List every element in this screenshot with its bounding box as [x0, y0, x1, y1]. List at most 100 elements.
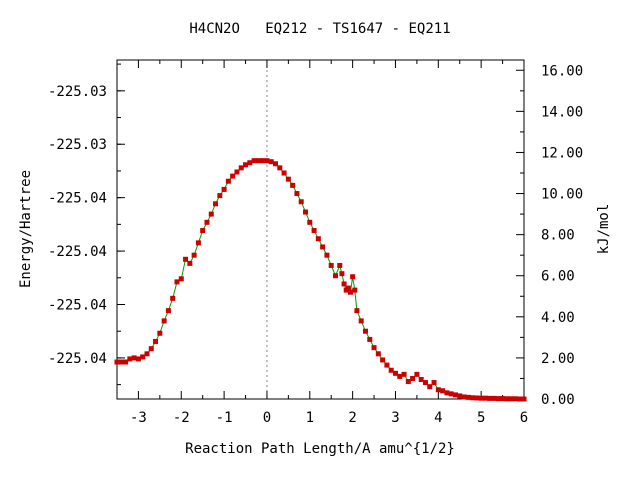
- data-point: [200, 228, 206, 234]
- y-tick-label: -225.03: [48, 137, 107, 153]
- data-point: [461, 394, 467, 400]
- data-point: [401, 371, 407, 377]
- data-point: [174, 279, 180, 285]
- data-point: [470, 395, 476, 401]
- data-point: [500, 396, 506, 402]
- y-tick-label: -225.04: [48, 351, 107, 367]
- x-tick-label: -3: [130, 410, 147, 426]
- data-point: [354, 308, 360, 314]
- data-point: [474, 395, 480, 401]
- data-point: [482, 395, 488, 401]
- data-point: [187, 260, 193, 266]
- data-point: [324, 252, 330, 258]
- data-point: [427, 384, 433, 390]
- data-point: [273, 161, 279, 167]
- data-point: [491, 395, 497, 401]
- x-tick-label: 3: [391, 410, 399, 426]
- data-point: [285, 176, 291, 182]
- data-point: [255, 158, 261, 164]
- data-point: [487, 395, 493, 401]
- data-point: [157, 330, 163, 336]
- data-point: [347, 289, 353, 295]
- data-point: [371, 345, 377, 351]
- y2-tick-label: 12.00: [541, 145, 583, 161]
- data-point: [114, 359, 120, 365]
- data-point: [435, 387, 441, 393]
- x-tick-label: -2: [173, 410, 190, 426]
- data-point: [247, 160, 253, 166]
- x-tick-label: 0: [263, 410, 271, 426]
- y-tick-label: -225.04: [48, 244, 107, 260]
- data-point: [135, 356, 141, 362]
- data-point: [195, 240, 201, 246]
- data-point: [268, 159, 274, 165]
- data-point: [388, 367, 394, 373]
- data-point: [452, 392, 458, 398]
- data-point: [260, 158, 266, 164]
- data-point: [315, 236, 321, 242]
- x-tick-label: 6: [520, 410, 528, 426]
- data-point: [358, 318, 364, 324]
- y-axis-label: Energy/Hartree: [18, 170, 34, 288]
- plot-area-frame: [116, 59, 525, 400]
- x-tick-label: 1: [306, 410, 314, 426]
- data-point: [362, 328, 368, 334]
- data-point: [251, 158, 257, 164]
- y2-tick-label: 6.00: [541, 269, 575, 285]
- data-point: [243, 162, 249, 168]
- x-tick-label: -1: [216, 410, 233, 426]
- data-point: [418, 376, 424, 382]
- data-point: [298, 199, 304, 205]
- data-point: [352, 287, 358, 293]
- data-point: [234, 169, 240, 175]
- data-point: [225, 178, 231, 184]
- data-point: [123, 359, 129, 365]
- data-point: [431, 380, 437, 386]
- data-point: [495, 396, 501, 402]
- data-point: [320, 244, 326, 250]
- data-series: [114, 158, 527, 402]
- data-point: [170, 295, 176, 301]
- data-point: [118, 359, 124, 365]
- data-point: [367, 336, 373, 342]
- data-point: [213, 201, 219, 207]
- data-point: [281, 170, 287, 176]
- axis-ticks: -3 -2 -1 0 1 2 3 4 5 6 0.00 2.00 4.00 6.00 8.00 10.00 12…: [48, 60, 583, 426]
- data-point: [465, 394, 471, 400]
- y2-tick-label: 10.00: [541, 187, 583, 203]
- x-tick-label: 4: [434, 410, 442, 426]
- data-point: [422, 380, 428, 386]
- y-tick-label: -225.04: [48, 297, 107, 313]
- data-point: [448, 391, 454, 397]
- chart-title: H4CN2O EQ212 - TS1647 - EQ211: [189, 21, 450, 37]
- y2-tick-label: 2.00: [541, 351, 575, 367]
- data-point: [345, 285, 351, 291]
- data-point: [339, 271, 345, 277]
- data-point: [397, 373, 403, 379]
- data-point: [457, 393, 463, 399]
- data-point: [337, 262, 343, 268]
- data-point: [183, 256, 189, 262]
- x-tick-label: 5: [477, 410, 485, 426]
- data-point: [131, 355, 137, 361]
- data-point: [341, 281, 347, 287]
- data-point: [148, 346, 154, 352]
- data-point: [440, 388, 446, 394]
- x-axis-label: Reaction Path Length/A amu^{1/2}: [185, 441, 455, 457]
- data-point: [350, 274, 356, 280]
- data-point: [375, 351, 381, 357]
- x-tick-label: 2: [348, 410, 356, 426]
- data-point: [208, 211, 214, 217]
- data-point: [444, 390, 450, 396]
- data-point: [414, 371, 420, 377]
- data-point: [277, 165, 283, 171]
- data-point: [332, 273, 338, 279]
- y2-tick-label: 16.00: [541, 63, 583, 79]
- data-point: [307, 219, 313, 225]
- data-point: [517, 396, 523, 402]
- data-point: [165, 308, 171, 314]
- y2-tick-label: 4.00: [541, 310, 575, 326]
- data-point: [405, 379, 411, 385]
- y-tick-label: -225.03: [48, 84, 107, 100]
